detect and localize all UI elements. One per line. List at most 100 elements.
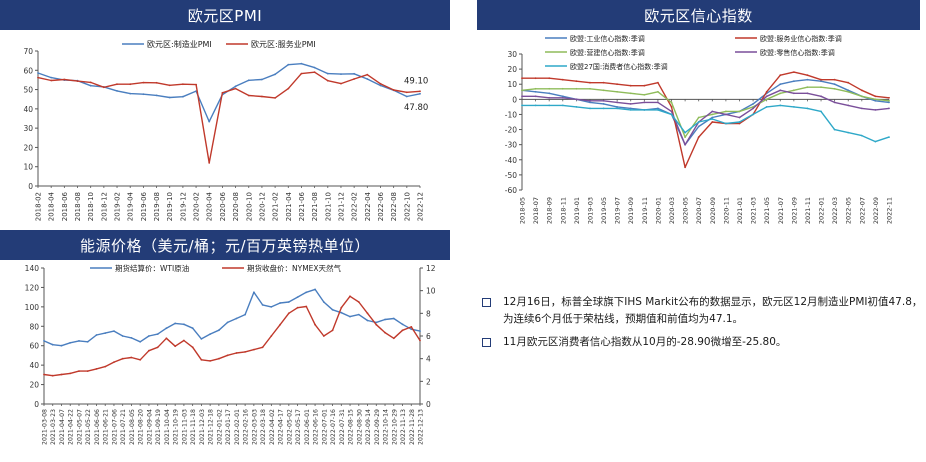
- legend-label: 欧盟27国:消费者信心指数:季调: [570, 62, 668, 71]
- data-point: [353, 72, 355, 75]
- y-tick-label: 20: [29, 381, 39, 390]
- data-point: [287, 63, 290, 66]
- legend-label: 欧盟:零售信心指数:季调: [760, 48, 835, 57]
- data-point: [174, 322, 177, 325]
- data-point: [148, 335, 150, 337]
- y-right-tick-label: 10: [426, 287, 436, 296]
- data-point: [208, 162, 211, 164]
- y-tick-label: 10: [507, 80, 517, 89]
- x-tick-label: 2019-05: [600, 197, 608, 224]
- data-point: [247, 94, 250, 97]
- data-point: [521, 104, 523, 107]
- data-point: [657, 81, 659, 84]
- data-point: [234, 87, 237, 90]
- data-point: [765, 90, 768, 93]
- x-tick-label: 2022-03-03: [251, 409, 258, 445]
- x-tick-label: 2019-06: [140, 191, 148, 221]
- x-tick-label: 2020-09: [709, 197, 717, 224]
- data-point: [888, 136, 890, 138]
- data-point: [765, 95, 768, 98]
- x-tick-label: 2021-04: [285, 191, 293, 221]
- data-point: [191, 346, 194, 349]
- data-point: [711, 110, 714, 113]
- x-tick-label: 2019-01: [573, 197, 581, 224]
- data-point: [63, 78, 66, 81]
- data-point: [847, 90, 850, 93]
- data-point: [765, 98, 768, 101]
- data-point: [602, 103, 605, 105]
- y-tick-label: -10: [505, 110, 517, 119]
- data-point: [806, 78, 809, 81]
- x-tick-label: 2022-09: [872, 197, 880, 224]
- x-tick-label: 2022-04: [364, 191, 372, 221]
- x-tick-label: 2022-05-17: [295, 409, 302, 445]
- data-point: [113, 330, 115, 332]
- data-point: [270, 306, 273, 308]
- data-point: [629, 107, 632, 110]
- x-tick-label: 2022-03-18: [260, 409, 267, 445]
- x-tick-label: 2021-08: [311, 192, 319, 221]
- data-point: [806, 86, 809, 89]
- data-point: [326, 72, 329, 75]
- data-point: [60, 344, 63, 347]
- x-tick-label: 2022-05: [845, 197, 853, 224]
- x-tick-label: 2018-09: [546, 197, 554, 224]
- series-line-2: [43, 295, 421, 377]
- data-point: [156, 346, 159, 349]
- x-tick-label: 2022-11-13: [400, 409, 407, 445]
- x-tick-label: 2021-04-07: [59, 409, 66, 445]
- data-point: [218, 357, 220, 360]
- data-point: [168, 96, 171, 99]
- data-point: [326, 79, 329, 82]
- data-point: [561, 104, 564, 107]
- pmi-panel-title: 欧元区PMI: [0, 0, 450, 30]
- y-right-tick-label: 2: [426, 377, 431, 386]
- data-point: [37, 76, 39, 79]
- data-point: [548, 92, 551, 95]
- y-tick-label: 70: [23, 47, 33, 56]
- data-point: [218, 329, 220, 332]
- x-tick-label: 2021-09: [790, 197, 798, 224]
- data-point: [113, 361, 115, 363]
- data-point: [752, 107, 754, 110]
- data-point: [643, 109, 646, 111]
- data-point: [340, 311, 343, 314]
- data-point: [629, 109, 632, 111]
- data-point: [589, 87, 591, 90]
- data-point: [129, 92, 132, 95]
- y-right-tick-label: 6: [426, 332, 431, 341]
- data-point: [86, 340, 89, 343]
- data-point: [121, 335, 124, 337]
- x-tick-label: 2018-02: [35, 192, 43, 221]
- data-point: [657, 107, 659, 110]
- x-tick-label: 2018-11: [559, 197, 567, 224]
- data-point: [561, 96, 564, 99]
- data-point: [629, 103, 632, 105]
- data-point: [261, 78, 263, 81]
- data-point: [226, 321, 229, 324]
- legend-label: 欧元区:制造业PMI: [147, 39, 212, 49]
- data-point: [534, 104, 537, 107]
- data-point: [629, 92, 632, 95]
- data-point: [253, 291, 255, 294]
- data-point: [183, 323, 185, 326]
- data-point: [521, 77, 523, 80]
- x-tick-label: 2021-07: [777, 197, 785, 224]
- x-tick-label: 2019-02: [114, 192, 122, 221]
- data-point: [616, 90, 618, 93]
- data-point: [534, 95, 537, 98]
- notes: 12月16日，标普全球旗下IHS Markit公布的数据显示，欧元区12月制造业…: [476, 294, 926, 357]
- data-point: [375, 323, 378, 326]
- end-value-label: 47.80: [404, 103, 428, 113]
- y-tick-label: 50: [23, 86, 33, 95]
- data-point: [305, 291, 308, 294]
- data-point: [629, 84, 632, 87]
- data-point: [847, 131, 850, 134]
- x-tick-label: 2022-10: [403, 192, 411, 221]
- data-point: [314, 288, 316, 291]
- data-point: [274, 97, 276, 99]
- data-point: [139, 358, 142, 361]
- note-item: 12月16日，标普全球旗下IHS Markit公布的数据显示，欧元区12月制造业…: [476, 294, 926, 328]
- x-tick-label: 2021-06-06: [94, 409, 101, 445]
- data-point: [833, 78, 836, 81]
